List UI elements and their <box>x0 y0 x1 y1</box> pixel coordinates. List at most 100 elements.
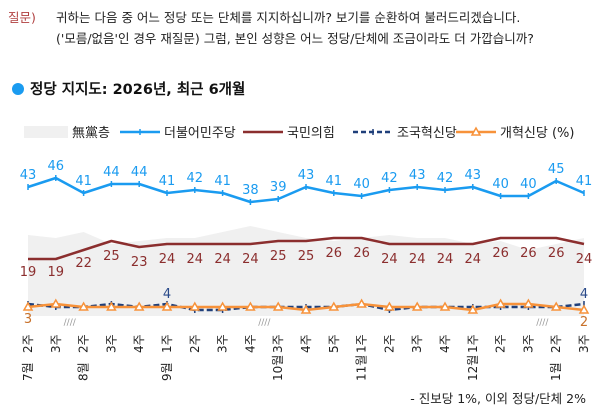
data-label: 2 <box>580 315 588 330</box>
data-label: 22 <box>75 256 92 271</box>
x-tick-week: 1주 <box>466 334 480 353</box>
data-label: 4 <box>580 287 588 302</box>
data-label: 42 <box>381 171 398 186</box>
data-label: 43 <box>20 168 37 183</box>
point-marker <box>467 304 479 314</box>
point-marker <box>439 301 451 311</box>
point-marker <box>245 301 256 311</box>
data-label: 41 <box>576 174 593 189</box>
x-tick-week: 5주 <box>327 334 341 353</box>
point-marker <box>189 301 201 311</box>
x-tick-week: 4주 <box>132 334 146 353</box>
x-tick-month: 12월 <box>466 355 480 381</box>
chart-title-row: 정당 지지도: 2026년, 최근 6개월 <box>12 78 245 99</box>
legend-label-2: 국민의힘 <box>287 126 335 141</box>
data-label: 41 <box>326 174 343 189</box>
x-tick-week: 4주 <box>299 334 313 353</box>
data-label: 24 <box>187 252 204 267</box>
x-tick-week: 2주 <box>549 334 563 353</box>
data-label: 45 <box>548 162 565 177</box>
x-tick-week: 3주 <box>410 334 424 353</box>
data-label: 24 <box>214 252 231 267</box>
x-tick-week: 3주 <box>521 334 535 353</box>
footnote: - 진보당 1%, 이외 정당/단체 2% <box>410 391 586 406</box>
data-label: 42 <box>437 171 454 186</box>
series-line-2 <box>28 236 585 261</box>
data-label: 24 <box>159 252 176 267</box>
x-tick-week: 4주 <box>438 334 452 353</box>
data-label: 43 <box>409 168 426 183</box>
x-tick-week: 1주 <box>160 334 174 353</box>
point-marker <box>411 301 423 311</box>
data-label: 40 <box>353 177 370 192</box>
point-marker <box>106 301 117 311</box>
data-label: 42 <box>187 171 204 186</box>
data-label: 24 <box>437 252 454 267</box>
data-label: 43 <box>298 168 315 183</box>
data-label: 26 <box>492 246 509 261</box>
data-label: 24 <box>576 252 593 267</box>
point-marker <box>384 301 395 311</box>
x-tick-week: 2주 <box>382 334 396 353</box>
x-tick-week: 2주 <box>21 334 35 353</box>
data-label: 24 <box>242 252 259 267</box>
chart-title: 정당 지지도: 2026년, 최근 6개월 <box>30 82 246 98</box>
x-tick-week: 2주 <box>188 334 202 353</box>
question-line-1: 귀하는 다음 중 어느 정당 또는 단체를 지지하십니까? 보기를 순환하여 불… <box>56 10 521 25</box>
x-tick-week: 3주 <box>271 334 285 353</box>
data-label: 38 <box>242 183 259 198</box>
data-label: 46 <box>48 159 65 174</box>
point-marker <box>22 301 34 311</box>
point-marker <box>578 304 590 314</box>
point-marker <box>328 301 340 311</box>
data-label: 40 <box>520 177 537 192</box>
x-tick-week: 2주 <box>77 334 91 353</box>
data-label: 44 <box>103 165 120 180</box>
data-label: 24 <box>381 252 398 267</box>
legend-swatch-0 <box>24 126 68 138</box>
data-label: 44 <box>131 165 148 180</box>
x-tick-month: 7월 <box>21 362 35 381</box>
data-label: 25 <box>103 249 120 264</box>
axis-break-mark: //// <box>258 318 271 328</box>
data-label: 41 <box>75 174 92 189</box>
point-marker <box>217 301 228 311</box>
legend-label-4: 개혁신당 (%) <box>500 126 574 141</box>
axis-break-mark: //// <box>64 318 77 328</box>
data-label: 23 <box>131 255 148 270</box>
x-tick-week: 3주 <box>577 334 591 353</box>
point-marker <box>161 301 173 311</box>
x-tick-month: 8월 <box>77 362 91 381</box>
x-tick-week: 3주 <box>104 334 118 353</box>
point-marker <box>356 298 367 308</box>
data-label: 24 <box>409 252 426 267</box>
legend-label-3: 조국혁신당 <box>397 126 457 141</box>
data-label: 26 <box>326 246 343 261</box>
x-tick-week: 2주 <box>494 334 508 353</box>
data-label: 41 <box>214 174 231 189</box>
point-marker <box>50 298 62 308</box>
undecided-area <box>28 226 584 316</box>
data-label: 43 <box>465 168 482 183</box>
legend-label-1: 더불어민주당 <box>164 126 236 141</box>
data-label: 26 <box>520 246 537 261</box>
data-label: 41 <box>159 174 176 189</box>
data-label: 39 <box>270 180 287 195</box>
point-marker <box>300 304 312 314</box>
point-marker <box>272 301 284 311</box>
data-label: 3 <box>24 312 32 327</box>
x-tick-week: 3주 <box>216 334 230 353</box>
data-label: 26 <box>353 246 370 261</box>
question-line-2: ('모름/없음'인 경우 재질문) 그럼, 본인 성향은 어느 정당/단체에 조… <box>56 31 534 46</box>
x-tick-month: 11월 <box>355 355 369 381</box>
x-tick-week: 4주 <box>243 334 257 353</box>
data-label: 40 <box>492 177 509 192</box>
data-label: 25 <box>270 249 287 264</box>
x-tick-week: 3주 <box>49 334 63 353</box>
data-label: 19 <box>48 265 65 280</box>
x-tick-month: 1월 <box>549 362 563 381</box>
data-label: 26 <box>548 246 565 261</box>
bullet-dot-icon <box>12 82 24 95</box>
legend-triangle-icon <box>470 126 482 136</box>
